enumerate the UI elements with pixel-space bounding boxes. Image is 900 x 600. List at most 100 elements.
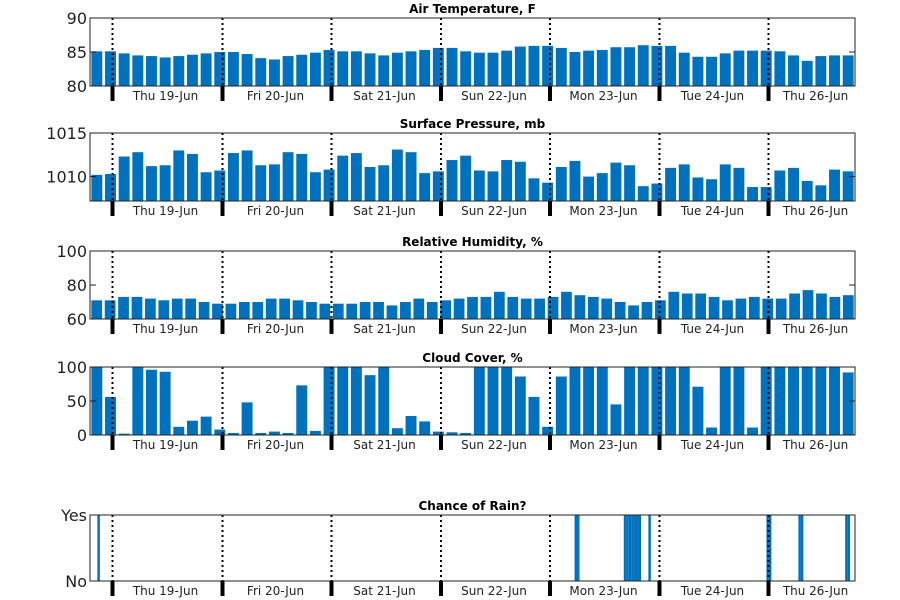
day-tick — [329, 86, 334, 101]
chart-panel-1: 80 85 90 Thu 19-Jun Fri 20-Jun Sat 21-Jun Sun … — [67, 2, 856, 103]
day-label: Tue 24-Jun — [680, 322, 744, 336]
bar — [255, 165, 267, 201]
day-label: Thu 19-Jun — [132, 204, 198, 218]
bar — [665, 45, 677, 86]
day-tick — [220, 86, 225, 101]
bar — [733, 50, 745, 86]
bar — [186, 420, 198, 435]
bar — [391, 52, 403, 86]
bar — [473, 170, 485, 201]
chart-panel-4: 0 50 100 Thu 19-Jun Fri 20-Jun Sat 21-Jun Sun … — [56, 351, 856, 452]
bar — [200, 416, 212, 435]
bar — [227, 432, 239, 435]
day-label: Tue 24-Jun — [680, 89, 744, 103]
panel-title: Cloud Cover, % — [422, 351, 522, 365]
day-tick — [548, 435, 552, 450]
day-tick — [657, 435, 662, 450]
y-tick-label: 80 — [67, 276, 87, 295]
bar — [171, 298, 183, 319]
day-label: Mon 23-Jun — [569, 204, 637, 218]
bar — [692, 177, 704, 201]
bar — [692, 56, 704, 86]
bar — [432, 47, 444, 86]
day-label: Sat 21-Jun — [353, 89, 416, 103]
day-label: Fri 20-Jun — [247, 438, 304, 452]
bar — [432, 431, 444, 435]
bar — [453, 298, 465, 319]
day-tick — [329, 435, 334, 450]
bar — [760, 187, 772, 201]
bar — [364, 375, 376, 435]
day-tick — [110, 581, 115, 596]
bar — [200, 53, 212, 86]
bar — [227, 52, 239, 86]
bar — [91, 300, 103, 319]
bar — [651, 45, 663, 86]
bar — [774, 170, 786, 201]
bar — [309, 172, 321, 201]
bar — [610, 162, 622, 201]
bar — [265, 298, 277, 319]
bar — [350, 153, 362, 201]
bar — [665, 367, 677, 435]
day-label: Sat 21-Jun — [353, 204, 416, 218]
bar — [309, 430, 321, 435]
bar — [789, 293, 800, 319]
bar — [747, 50, 759, 86]
bar — [323, 367, 335, 435]
bar — [719, 53, 731, 86]
bar — [473, 367, 485, 435]
bar — [212, 303, 223, 319]
y-tick-label: 80 — [67, 77, 87, 96]
bar — [665, 167, 677, 201]
day-tick — [439, 201, 443, 216]
bar — [296, 153, 308, 201]
bar — [446, 160, 458, 201]
bar — [350, 51, 362, 86]
axes-box — [89, 514, 856, 582]
bar — [419, 421, 431, 435]
bar — [146, 166, 157, 201]
bar — [637, 45, 649, 86]
bar — [292, 300, 304, 319]
day-label: Sat 21-Jun — [353, 438, 416, 452]
bar — [547, 296, 559, 319]
bar — [668, 291, 680, 319]
day-label: Mon 23-Jun — [569, 438, 637, 452]
day-tick — [220, 581, 225, 596]
bar — [145, 298, 156, 319]
bar — [706, 56, 718, 86]
bar — [768, 515, 772, 581]
bar — [842, 55, 854, 86]
bar — [241, 54, 253, 86]
bar — [97, 515, 100, 581]
bar — [279, 298, 290, 319]
bar — [159, 371, 171, 435]
bar — [633, 515, 637, 581]
bar — [332, 303, 344, 319]
y-tick-label: 100 — [56, 358, 87, 377]
bar — [306, 302, 317, 319]
bar — [748, 296, 760, 319]
chart-panel-2: 1010 1015 Thu 19-Jun Fri 20-Jun Sat 21-Jun Su… — [46, 117, 856, 218]
bar — [460, 432, 472, 435]
bar — [337, 155, 349, 201]
bar — [842, 372, 854, 435]
bar — [762, 298, 774, 319]
bar — [214, 52, 226, 86]
bar — [847, 515, 851, 581]
day-label: Thu 26-Jun — [782, 584, 848, 598]
bar — [501, 160, 513, 201]
bar — [692, 386, 704, 435]
bar — [815, 185, 827, 201]
day-label: Mon 23-Jun — [569, 89, 637, 103]
bar — [440, 300, 452, 319]
bar — [569, 160, 581, 201]
day-tick — [439, 319, 443, 334]
bar — [542, 182, 554, 201]
bar — [829, 367, 840, 435]
bar — [350, 367, 362, 435]
bar — [105, 396, 116, 435]
day-label: Sun 22-Jun — [461, 322, 527, 336]
